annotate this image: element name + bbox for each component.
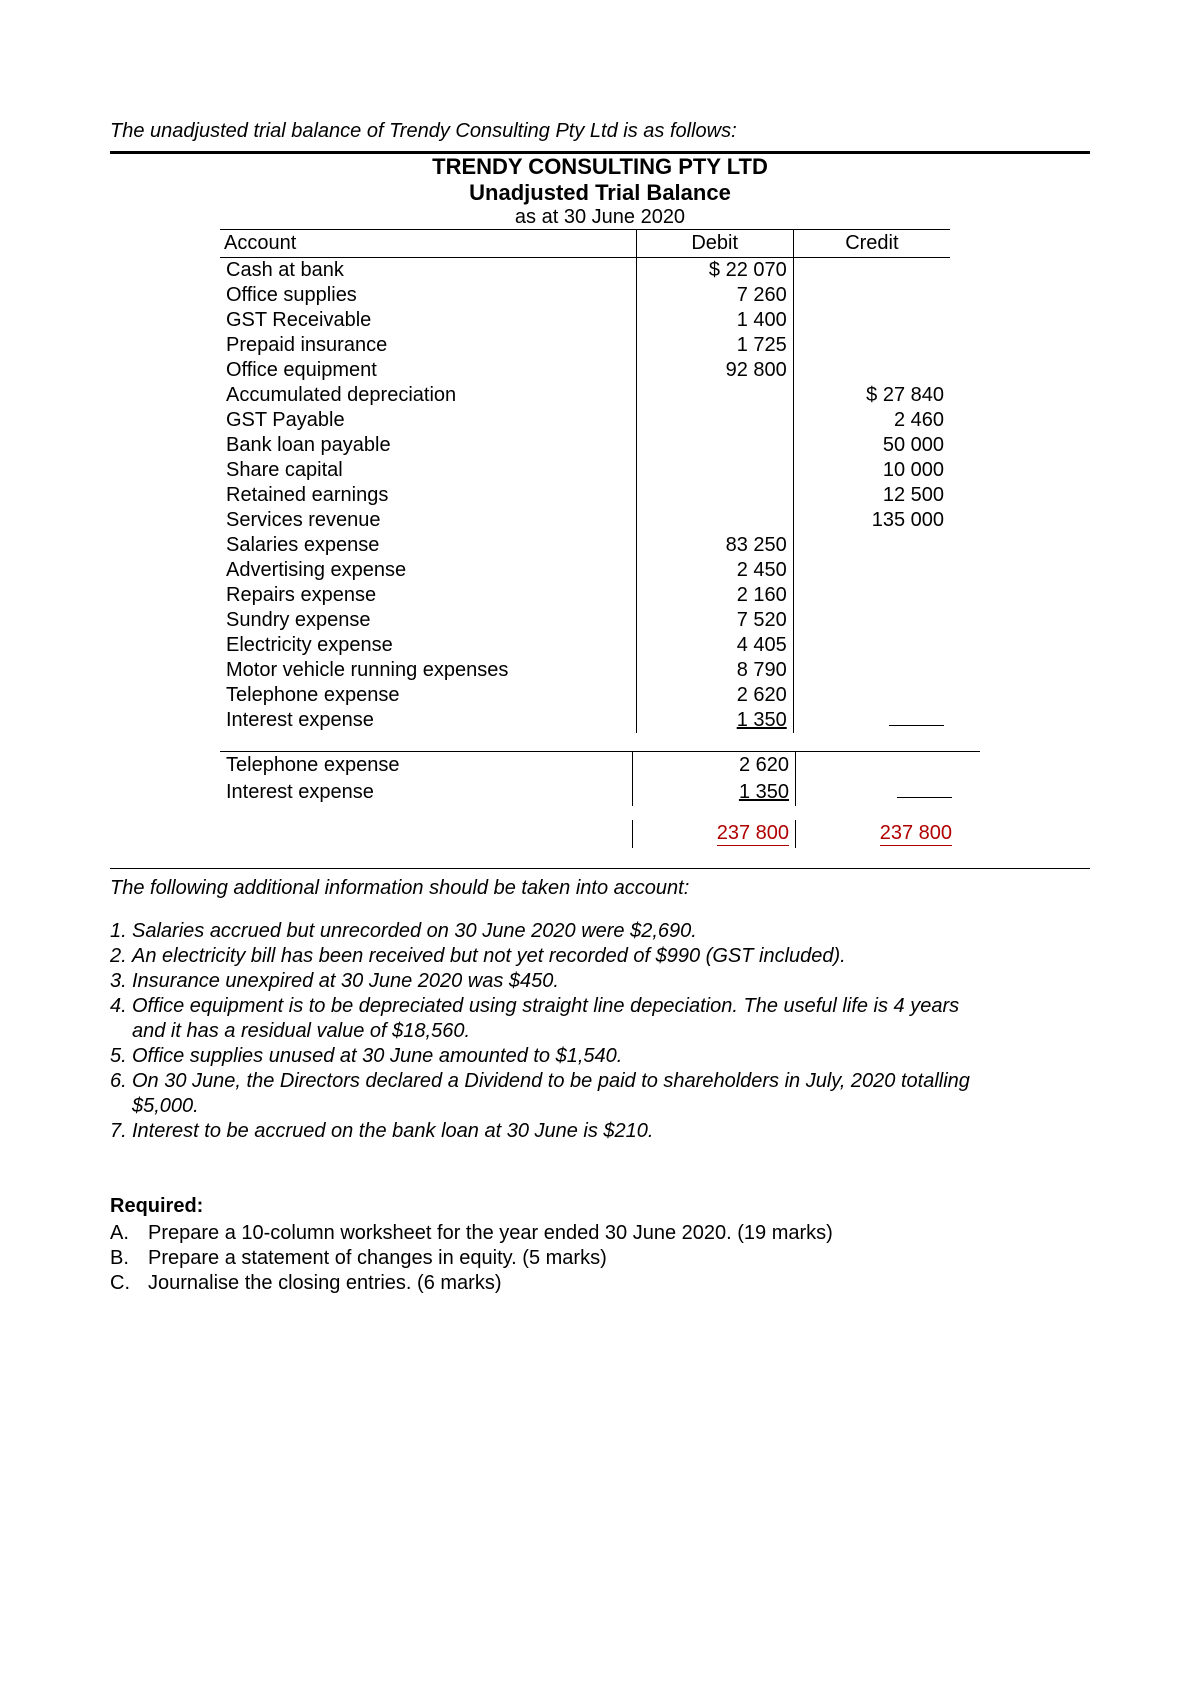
table-row-account: GST Receivable [220,308,636,333]
table-row-debit: 1 400 [636,308,793,333]
table-row-debit [636,458,793,483]
table-row-debit [636,508,793,533]
info-item: 5.Office supplies unused at 30 June amou… [110,1045,1090,1068]
table-row-debit [636,483,793,508]
info-item: 2.An electricity bill has been received … [110,945,1090,968]
trial-balance-table: Account Debit Credit Cash at bank$ 22 07… [220,229,950,733]
table-row-credit [793,708,950,733]
additional-info: The following additional information sho… [110,868,1090,1143]
frag-row1-account: Telephone expense [220,752,633,779]
col-credit: Credit [793,230,950,258]
table-row-account: Services revenue [220,508,636,533]
trial-balance-block: TRENDY CONSULTING PTY LTD Unadjusted Tri… [200,154,1000,733]
table-row-credit [793,258,950,284]
table-row-credit [793,533,950,558]
table-row-debit [636,383,793,408]
info-list: 1.Salaries accrued but unrecorded on 30 … [110,920,1090,1143]
table-row-account: GST Payable [220,408,636,433]
fragment-block: Telephone expense 2 620 Interest expense… [220,751,980,848]
table-row-debit: 2 160 [636,583,793,608]
table-row-account: Salaries expense [220,533,636,558]
frag-row1-credit [796,752,959,779]
table-row-credit: 135 000 [793,508,950,533]
required-block: Required: A.Prepare a 10-column workshee… [110,1195,1090,1295]
table-row-credit [793,633,950,658]
table-row-account: Retained earnings [220,483,636,508]
info-lead: The following additional information sho… [110,877,1090,900]
table-row-account: Bank loan payable [220,433,636,458]
table-row-account: Interest expense [220,708,636,733]
intro-text: The unadjusted trial balance of Trendy C… [110,120,1090,143]
fragment-table: Telephone expense 2 620 Interest expense… [220,752,980,848]
table-row-debit: 7 260 [636,283,793,308]
table-row-credit [793,308,950,333]
table-row-credit [793,358,950,383]
info-item: 1.Salaries accrued but unrecorded on 30 … [110,920,1090,943]
table-row-debit: $ 22 070 [636,258,793,284]
col-debit: Debit [636,230,793,258]
frag-total-credit: 237 800 [796,820,959,848]
frag-total-debit: 237 800 [633,820,796,848]
required-heading: Required: [110,1195,1090,1218]
table-row-debit: 2 620 [636,683,793,708]
required-item: A.Prepare a 10-column worksheet for the … [110,1222,1090,1245]
table-row-debit: 2 450 [636,558,793,583]
required-list: A.Prepare a 10-column worksheet for the … [110,1222,1090,1295]
table-row-account: Office equipment [220,358,636,383]
frag-row2-credit [796,779,959,806]
company-name: TRENDY CONSULTING PTY LTD [200,154,1000,180]
table-row-account: Telephone expense [220,683,636,708]
info-item: and it has a residual value of $18,560. [110,1020,1090,1043]
required-item: C.Journalise the closing entries. (6 mar… [110,1272,1090,1295]
frag-row1-debit: 2 620 [633,752,796,779]
as-at-line: as at 30 June 2020 [200,206,1000,229]
table-row-account: Sundry expense [220,608,636,633]
table-row-credit: 50 000 [793,433,950,458]
info-item: 7.Interest to be accrued on the bank loa… [110,1120,1090,1143]
table-row-credit [793,283,950,308]
table-row-credit [793,558,950,583]
table-row-credit [793,608,950,633]
info-item: $5,000. [110,1095,1090,1118]
col-account: Account [220,230,636,258]
table-row-debit: 1 350 [636,708,793,733]
table-row-credit: 2 460 [793,408,950,433]
table-row-credit: $ 27 840 [793,383,950,408]
table-row-account: Accumulated depreciation [220,383,636,408]
table-row-credit [793,658,950,683]
table-row-debit: 8 790 [636,658,793,683]
table-row-credit [793,683,950,708]
info-item: 3.Insurance unexpired at 30 June 2020 wa… [110,970,1090,993]
table-row-debit [636,433,793,458]
table-row-credit: 12 500 [793,483,950,508]
table-row-credit: 10 000 [793,458,950,483]
report-name: Unadjusted Trial Balance [200,180,1000,206]
table-row-credit [793,333,950,358]
table-row-account: Cash at bank [220,258,636,284]
table-row-account: Share capital [220,458,636,483]
table-row-debit: 1 725 [636,333,793,358]
table-row-account: Electricity expense [220,633,636,658]
info-item: 6.On 30 June, the Directors declared a D… [110,1070,1090,1093]
required-item: B.Prepare a statement of changes in equi… [110,1247,1090,1270]
page: The unadjusted trial balance of Trendy C… [0,0,1200,1698]
table-row-account: Advertising expense [220,558,636,583]
table-row-account: Repairs expense [220,583,636,608]
table-row-credit [793,583,950,608]
table-row-debit [636,408,793,433]
table-row-account: Prepaid insurance [220,333,636,358]
table-row-account: Office supplies [220,283,636,308]
frag-row2-debit: 1 350 [633,779,796,806]
table-row-debit: 4 405 [636,633,793,658]
table-row-debit: 7 520 [636,608,793,633]
table-row-account: Motor vehicle running expenses [220,658,636,683]
info-item: 4.Office equipment is to be depreciated … [110,995,1090,1018]
table-row-debit: 92 800 [636,358,793,383]
frag-row2-account: Interest expense [220,779,633,806]
table-row-debit: 83 250 [636,533,793,558]
